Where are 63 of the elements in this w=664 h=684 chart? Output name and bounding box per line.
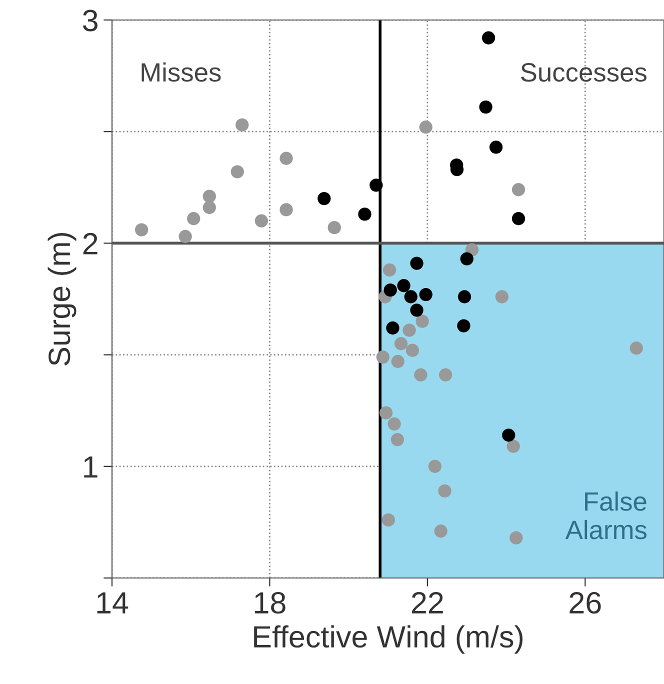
y-axis-title: Surge (m): [48, 232, 76, 366]
point: [512, 212, 526, 226]
point: [416, 314, 429, 328]
point: [391, 354, 404, 368]
y-tick-label: 3: [82, 10, 98, 32]
point: [358, 208, 372, 221]
point: [460, 252, 474, 266]
x-axis-title: Effective Wind (m/s): [254, 625, 523, 654]
y-tick-label: 2: [83, 232, 98, 254]
point: [318, 192, 331, 206]
point: [390, 433, 404, 446]
point: [386, 321, 400, 335]
point: [388, 417, 401, 431]
point: [458, 290, 472, 304]
point: [402, 324, 416, 337]
point: [370, 178, 383, 192]
point: [328, 220, 341, 234]
point: [202, 190, 216, 203]
point: [202, 200, 216, 214]
point: [254, 214, 268, 228]
point: [434, 524, 448, 538]
point: [376, 350, 390, 364]
point: [280, 203, 293, 216]
point: [410, 256, 424, 270]
point: [382, 513, 395, 527]
x-tick-label: 18: [255, 592, 286, 614]
point: [506, 440, 520, 453]
point: [419, 288, 432, 302]
point: [630, 342, 643, 355]
annotation: Misses: [142, 62, 221, 82]
point: [404, 290, 418, 304]
annotation: Successes: [521, 63, 646, 82]
point: [379, 406, 393, 420]
point: [495, 290, 509, 304]
point: [178, 230, 192, 244]
point: [489, 140, 503, 154]
y-tick-label: 1: [84, 456, 98, 478]
point: [384, 283, 397, 297]
point: [510, 531, 523, 544]
point: [230, 165, 244, 178]
point: [428, 460, 442, 473]
point: [187, 212, 200, 226]
point: [394, 337, 408, 350]
point: [512, 183, 526, 196]
point: [397, 279, 410, 292]
x-tick-label: 14: [97, 592, 128, 614]
point: [382, 263, 396, 277]
point: [502, 428, 516, 442]
x-tick-label: 26: [570, 592, 601, 614]
point: [438, 484, 452, 498]
point: [406, 344, 420, 357]
point: [134, 223, 148, 236]
point: [410, 304, 424, 317]
point: [457, 319, 470, 332]
point: [482, 31, 496, 44]
point: [280, 152, 293, 165]
point: [438, 368, 452, 382]
point: [479, 100, 492, 114]
point: [236, 118, 249, 132]
x-tick-label: 22: [412, 592, 443, 614]
point: [414, 368, 428, 382]
point: [419, 120, 432, 134]
annotation: False Alarms: [565, 491, 646, 540]
